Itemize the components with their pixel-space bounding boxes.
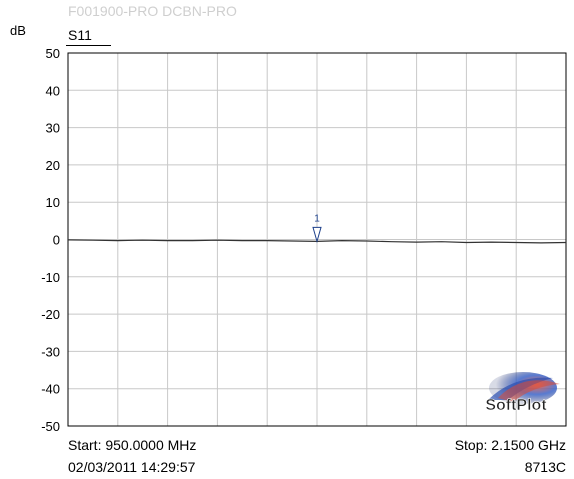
unit-label: dB [10,23,26,38]
y-tick-label: 40 [46,83,60,98]
trace-label: S11 [68,27,92,43]
faded-title-text: F001900-PRO DCBN-PRO [68,3,237,19]
timestamp: 02/03/2011 14:29:57 [68,459,196,475]
stop-frequency: Stop: 2.1500 GHz [454,437,566,453]
y-tick-label: 20 [46,158,60,173]
plot-frame [67,52,567,427]
y-axis-tick-labels: 50 40 30 20 10 0 -10 -20 -30 -40 -50 [41,46,60,434]
instrument-model: 8713C [524,459,566,475]
marker-label: 1 [314,213,320,224]
start-frequency: Start: 950.0000 MHz [68,437,197,453]
y-tick-label: -50 [41,419,60,434]
softplot-logo: SoftPlot [485,372,560,414]
markers: 1 [312,213,322,244]
logo-text: SoftPlot [485,397,547,414]
trace-label-underline [66,45,111,46]
y-tick-label: 10 [46,195,60,210]
y-tick-label: -30 [41,344,60,359]
y-tick-label: -40 [41,382,60,397]
y-tick-label: 0 [53,233,60,248]
y-tick-label: -10 [41,270,60,285]
y-tick-label: 50 [46,46,60,61]
marker-triangle [312,226,322,244]
y-tick-label: -20 [41,307,60,322]
y-tick-label: 30 [46,121,60,136]
